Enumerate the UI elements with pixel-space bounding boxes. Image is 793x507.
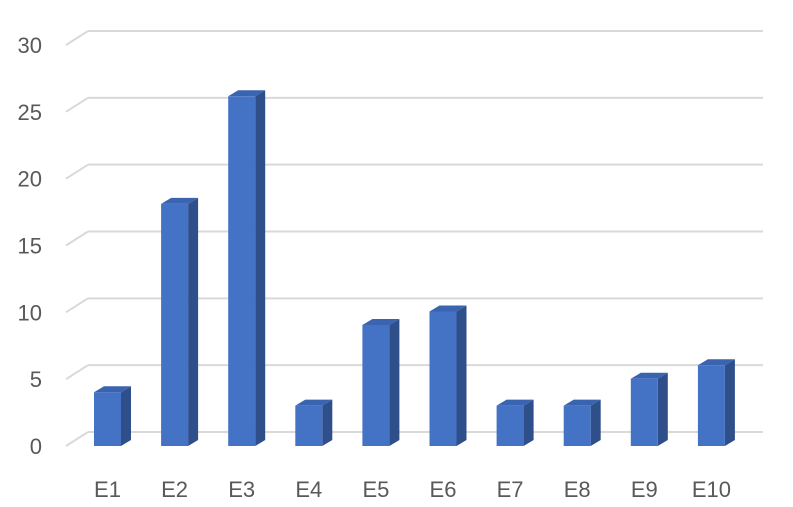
bar-side [322,399,333,446]
bar-side [389,318,400,446]
bars [94,90,735,447]
bar-front [496,405,524,446]
gridline-side [65,230,89,247]
bar-side [188,197,199,446]
x-tick-label: E4 [295,477,322,502]
y-tick-label: 5 [30,367,42,392]
bar-side [255,90,266,447]
bar-e6 [429,305,467,446]
bar-e7 [496,399,534,446]
x-tick-label: E5 [362,477,389,502]
gridline-side [65,364,89,381]
x-tick-label: E10 [692,477,731,502]
bar-e3 [228,90,266,447]
bar-e9 [630,372,668,446]
y-tick-label: 25 [18,100,42,125]
bar-side [590,399,601,446]
y-tick-label: 20 [18,167,42,192]
bar-front [362,324,390,446]
gridline-side [65,96,89,113]
bar-top [161,197,199,204]
bar-e10 [697,359,735,446]
bar-side [456,305,467,446]
bar-front [295,405,323,446]
gridlines [65,30,763,447]
bar-top [563,399,601,406]
gridline-side [65,431,89,447]
y-tick-label: 30 [18,33,42,58]
bar-side [724,359,735,446]
bar-top [630,372,668,379]
bar-front [630,378,658,446]
bar-front [697,365,725,446]
bar-e4 [295,399,333,446]
x-tick-label: E2 [161,477,188,502]
bar-e2 [161,197,199,446]
bar-top [295,399,333,406]
y-tick-label: 0 [30,434,42,459]
bar-front [94,392,121,446]
y-tick-label: 10 [18,300,42,325]
bar-side [657,372,668,446]
bar-front [161,203,189,446]
bar-e5 [362,318,400,446]
y-tick-label: 15 [18,234,42,259]
gridline-side [65,163,89,180]
bar-side [121,386,131,446]
gridline-side [65,297,89,314]
bar-front [563,405,591,446]
bar-front [228,96,256,447]
x-tick-label: E9 [631,477,658,502]
bar-front [429,311,457,446]
x-axis-ticks: E1 E2 E3 E4 E5 E6 E7 E8 E9 E10 [94,477,731,502]
y-axis-ticks: 0 5 10 15 20 25 30 [18,33,42,459]
bar-top [94,386,131,393]
gridline-side [65,30,89,46]
x-tick-label: E7 [497,477,524,502]
bar-top [362,318,400,325]
bar-e1 [94,386,131,446]
bar-top [496,399,534,406]
bar-side [523,399,534,446]
bar-top [228,90,266,97]
bar-top [697,359,735,366]
x-tick-label: E1 [94,477,121,502]
bar-e8 [563,399,601,446]
bar-top [429,305,467,312]
x-tick-label: E6 [430,477,457,502]
x-tick-label: E3 [228,477,255,502]
x-tick-label: E8 [564,477,591,502]
